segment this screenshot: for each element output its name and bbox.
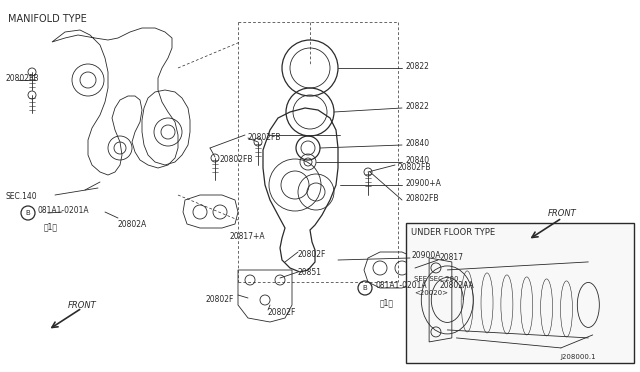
Text: （1）: （1）: [44, 222, 58, 231]
Text: UNDER FLOOR TYPE: UNDER FLOOR TYPE: [412, 228, 495, 237]
Circle shape: [28, 91, 36, 99]
Bar: [406, 223, 634, 363]
Text: B: B: [26, 210, 30, 216]
Text: FRONT: FRONT: [548, 209, 577, 218]
Text: 20802F: 20802F: [205, 295, 234, 304]
Circle shape: [254, 138, 262, 146]
Text: 20802FB: 20802FB: [398, 163, 431, 172]
Text: 20817+A: 20817+A: [230, 232, 266, 241]
Text: 20802FB: 20802FB: [248, 133, 282, 142]
Text: 20802FB: 20802FB: [5, 74, 38, 83]
Text: MANIFOLD TYPE: MANIFOLD TYPE: [8, 14, 87, 24]
Text: 20802FB: 20802FB: [220, 155, 253, 164]
Text: 20802FB: 20802FB: [405, 193, 438, 202]
Text: （1）: （1）: [380, 298, 394, 307]
Text: 20840: 20840: [405, 155, 429, 164]
Circle shape: [28, 68, 36, 76]
Text: 20851: 20851: [298, 268, 322, 277]
Text: B: B: [363, 285, 367, 291]
Circle shape: [211, 154, 219, 162]
Circle shape: [364, 168, 372, 176]
Text: 20822: 20822: [405, 61, 429, 71]
Text: 081A1-0201A: 081A1-0201A: [38, 205, 90, 215]
Text: FRONT: FRONT: [68, 301, 97, 310]
Text: 20802AA: 20802AA: [440, 280, 475, 289]
Text: 20817: 20817: [440, 253, 464, 263]
Text: SEC.140: SEC.140: [5, 192, 36, 201]
Text: 20900A: 20900A: [412, 251, 442, 260]
Text: 20900+A: 20900+A: [405, 179, 441, 187]
Text: 20822: 20822: [405, 102, 429, 110]
Text: SEE SEC.200: SEE SEC.200: [415, 276, 459, 282]
Text: 081A1-0201A: 081A1-0201A: [375, 280, 427, 289]
Text: 20802A: 20802A: [118, 220, 147, 229]
Text: 20840: 20840: [405, 138, 429, 148]
Text: 20802F: 20802F: [298, 250, 326, 259]
Text: 20802F: 20802F: [268, 308, 296, 317]
Text: J208000.1: J208000.1: [560, 354, 596, 360]
Text: <20020>: <20020>: [415, 290, 449, 296]
